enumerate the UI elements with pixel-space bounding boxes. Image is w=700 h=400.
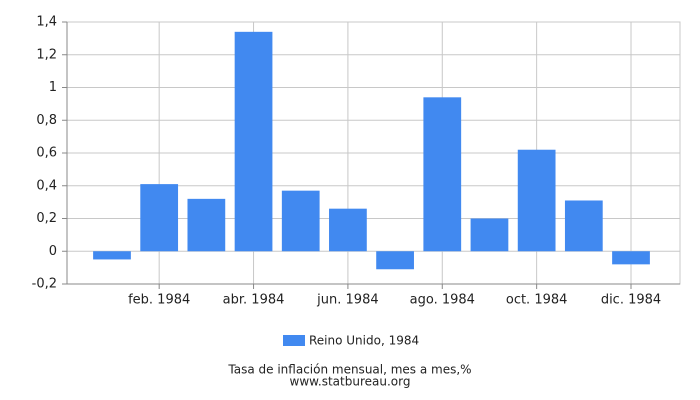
- bar: [423, 97, 462, 252]
- source: www.statbureau.org: [290, 375, 411, 389]
- bar: [517, 149, 556, 252]
- y-tick-label: 0,8: [36, 113, 57, 128]
- x-tick-label: feb. 1984: [128, 293, 190, 308]
- legend-swatch: [283, 335, 305, 346]
- x-tick-label: dic. 1984: [601, 293, 661, 308]
- y-tick-label: 1,2: [36, 47, 57, 62]
- x-tick-label: oct. 1984: [506, 293, 568, 308]
- caption: Tasa de inflación mensual, mes a mes,%: [227, 363, 471, 377]
- y-tick-label: -0,2: [32, 277, 57, 292]
- bar: [93, 251, 131, 260]
- x-tick-label: ago. 1984: [410, 293, 475, 308]
- y-tick-label: 1,4: [36, 15, 57, 30]
- bar: [234, 31, 273, 252]
- x-tick-label: jun. 1984: [316, 293, 378, 308]
- x-tick-label: abr. 1984: [223, 293, 285, 308]
- bar: [281, 190, 320, 252]
- bar: [187, 198, 226, 252]
- bar: [329, 208, 367, 252]
- bar: [564, 200, 603, 252]
- y-tick-label: 0,6: [36, 146, 57, 161]
- y-tick-label: 0,4: [36, 178, 57, 193]
- y-tick-label: 1: [49, 80, 57, 95]
- legend-label: Reino Unido, 1984: [309, 334, 419, 348]
- y-tick-label: 0,2: [36, 211, 57, 226]
- bar: [140, 184, 179, 252]
- bar: [470, 218, 509, 252]
- y-tick-label: 0: [49, 244, 57, 259]
- bar: [612, 251, 650, 265]
- bar: [376, 251, 414, 270]
